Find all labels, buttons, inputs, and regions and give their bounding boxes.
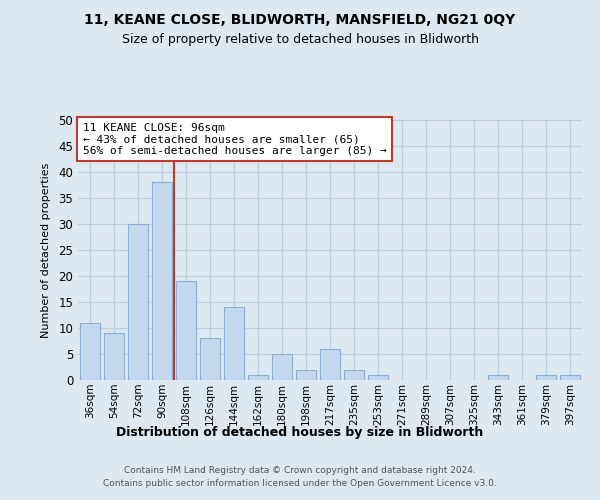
Bar	[224, 307, 244, 380]
Bar	[200, 338, 220, 380]
Bar	[344, 370, 364, 380]
Bar	[272, 354, 292, 380]
Bar	[152, 182, 172, 380]
Bar	[320, 349, 340, 380]
Text: Contains HM Land Registry data © Crown copyright and database right 2024.: Contains HM Land Registry data © Crown c…	[124, 466, 476, 475]
Bar	[80, 323, 100, 380]
Text: Size of property relative to detached houses in Blidworth: Size of property relative to detached ho…	[121, 32, 479, 46]
Bar	[296, 370, 316, 380]
Bar	[128, 224, 148, 380]
Bar	[536, 375, 556, 380]
Text: 11, KEANE CLOSE, BLIDWORTH, MANSFIELD, NG21 0QY: 11, KEANE CLOSE, BLIDWORTH, MANSFIELD, N…	[85, 12, 515, 26]
Y-axis label: Number of detached properties: Number of detached properties	[41, 162, 52, 338]
Bar	[248, 375, 268, 380]
Text: Distribution of detached houses by size in Blidworth: Distribution of detached houses by size …	[116, 426, 484, 439]
Bar	[488, 375, 508, 380]
Bar	[104, 333, 124, 380]
Text: 11 KEANE CLOSE: 96sqm
← 43% of detached houses are smaller (65)
56% of semi-deta: 11 KEANE CLOSE: 96sqm ← 43% of detached …	[83, 122, 386, 156]
Bar	[560, 375, 580, 380]
Text: Contains public sector information licensed under the Open Government Licence v3: Contains public sector information licen…	[103, 479, 497, 488]
Bar	[368, 375, 388, 380]
Bar	[176, 281, 196, 380]
